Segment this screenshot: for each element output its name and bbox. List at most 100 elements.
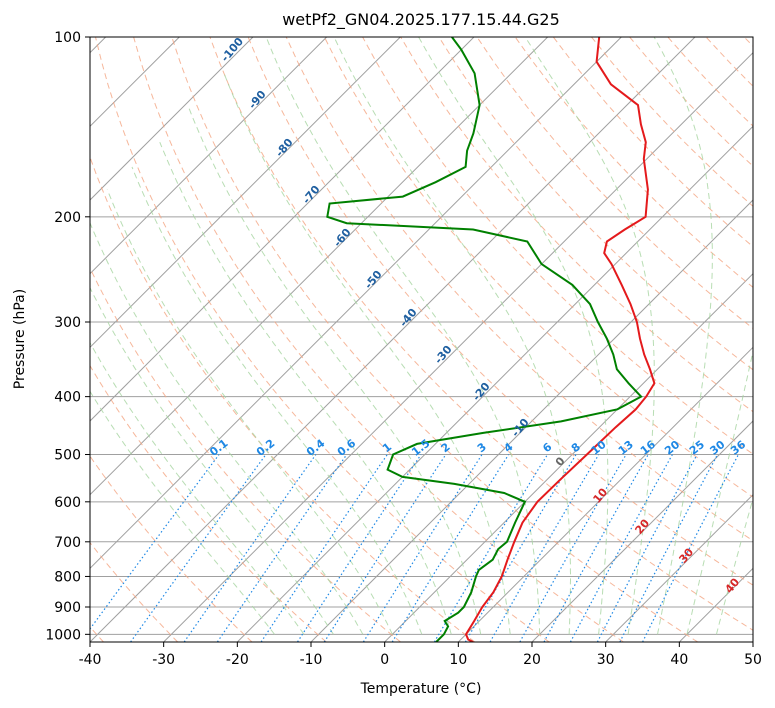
y-tick-label: 600 [54, 495, 81, 511]
dry-adiabat [90, 155, 476, 642]
isotherm-40 [678, 567, 753, 642]
mixing-ratio-line [519, 454, 627, 642]
dry-adiabat [438, 37, 753, 371]
isotherm--80 [90, 37, 401, 349]
mixing-ratio-line [323, 454, 447, 642]
mixing-ratio-label: 4 [501, 440, 515, 455]
dry-adiabat [90, 266, 401, 642]
dry-adiabat [90, 455, 253, 642]
isotherm--60 [90, 37, 549, 496]
dry-adiabat [247, 37, 753, 586]
plot-area: 0.1 0.2 0.4 0.6 1 1.5 2 3 4 6 8 10 13 16 20 25 30 36-100-… [90, 35, 753, 642]
moist-adiabat-label: 0 [553, 454, 568, 468]
dry-adiabat [285, 37, 753, 542]
y-axis-label: Pressure (hPa) [12, 289, 28, 389]
isotherm--100 [90, 37, 254, 201]
chart-title: wetPf2_GN04.2025.177.15.44.G25 [282, 10, 560, 30]
dry-adiabat [705, 37, 753, 87]
isotherm-0 [384, 272, 753, 642]
dry-adiabat [209, 37, 753, 631]
dry-adiabat-label: -20 [470, 380, 493, 404]
isotherm-50 [752, 641, 753, 642]
mixing-ratio-line [260, 454, 388, 642]
temperature-line [464, 37, 656, 642]
mixing-ratio-label: 6 [540, 440, 554, 455]
x-tick-label: 30 [597, 652, 615, 668]
dewpoint-line [326, 37, 643, 642]
mixing-ratio-line [296, 454, 422, 642]
mixing-ratio-line [464, 454, 577, 642]
mixing-ratio-label: 0.6 [335, 436, 359, 458]
moist-adiabat-label: 30 [676, 545, 696, 565]
isotherm--90 [90, 37, 328, 275]
x-axis-label: Temperature (°C) [360, 681, 482, 697]
dry-adiabat-label: -30 [432, 343, 455, 367]
dry-adiabat-label: -90 [246, 88, 269, 112]
y-axis: 100 200 300 400 500 600 700 800 900 1000 [45, 30, 90, 643]
x-tick-label: 40 [670, 652, 688, 668]
mixing-ratio-label: 0.4 [304, 436, 328, 458]
dry-adiabat [400, 37, 753, 413]
isotherm--20 [236, 125, 753, 642]
moist-adiabat [418, 37, 609, 635]
moist-adiabat-label: 20 [632, 516, 652, 536]
mixing-ratio-label: 3 [475, 440, 489, 455]
x-tick-label: 0 [380, 652, 389, 668]
moist-adiabat [90, 286, 334, 635]
dry-adiabat-label: -50 [362, 268, 385, 292]
x-tick-label: 10 [449, 652, 467, 668]
y-tick-label: 100 [54, 30, 81, 46]
dry-adiabat-label: -100 [218, 35, 246, 65]
isotherm--30 [163, 51, 753, 642]
isotherm--40 [90, 37, 696, 642]
mixing-ratio-label: 0.2 [254, 437, 277, 459]
dry-adiabat [362, 37, 753, 455]
isotherm--70 [90, 37, 475, 422]
dry-adiabat [323, 37, 753, 498]
y-tick-label: 300 [54, 315, 81, 331]
moist-adiabat [524, 37, 655, 635]
moist-adiabat [686, 348, 753, 635]
y-tick-label: 700 [54, 535, 81, 551]
mixing-ratio-line [130, 454, 267, 642]
moist-adiabat [131, 166, 423, 635]
x-tick-label: 20 [523, 652, 541, 668]
y-tick-label: 800 [54, 569, 81, 585]
isotherm-10 [457, 346, 753, 642]
plot-frame [89, 36, 754, 643]
moist-adiabat [159, 142, 452, 635]
dry-adiabat-label: -60 [331, 226, 354, 250]
y-tick-label: 400 [54, 390, 81, 406]
mixing-ratio-label: 1.5 [409, 437, 432, 459]
mixing-ratio-label: 1 [380, 440, 394, 455]
moist-adiabat [653, 37, 713, 635]
y-tick-label: 900 [54, 600, 81, 616]
dry-adiabat [90, 364, 327, 642]
dry-adiabat-label: -10 [509, 416, 532, 440]
mixing-ratio-label: 0.1 [207, 437, 230, 459]
y-tick-label: 1000 [45, 627, 81, 643]
moist-adiabat [333, 37, 571, 635]
dry-adiabat [171, 37, 699, 642]
mixing-ratio-line [489, 454, 600, 642]
moist-adiabat [265, 37, 541, 635]
dry-adiabat-label: -70 [300, 183, 323, 207]
mixing-ratio-line [569, 454, 673, 642]
dry-adiabat-label: -80 [273, 136, 296, 160]
dry-adiabat [476, 37, 753, 330]
mixing-ratio-line [183, 454, 317, 642]
mixing-ratio-line [596, 454, 698, 642]
series-layer [326, 37, 656, 642]
moist-adiabat [90, 341, 305, 635]
dry-adiabat [743, 37, 753, 47]
background-lines [90, 37, 753, 642]
x-tick-label: -40 [79, 652, 102, 668]
isotherm--10 [310, 199, 753, 642]
dry-adiabat-label: -40 [397, 306, 420, 330]
isotherm--50 [90, 37, 622, 570]
moist-adiabat-label: 40 [722, 575, 742, 595]
x-axis: -40 -30 -20 -10 0 10 20 30 40 50 [79, 642, 762, 668]
y-tick-label: 500 [54, 448, 81, 464]
moist-adiabat [90, 390, 275, 635]
